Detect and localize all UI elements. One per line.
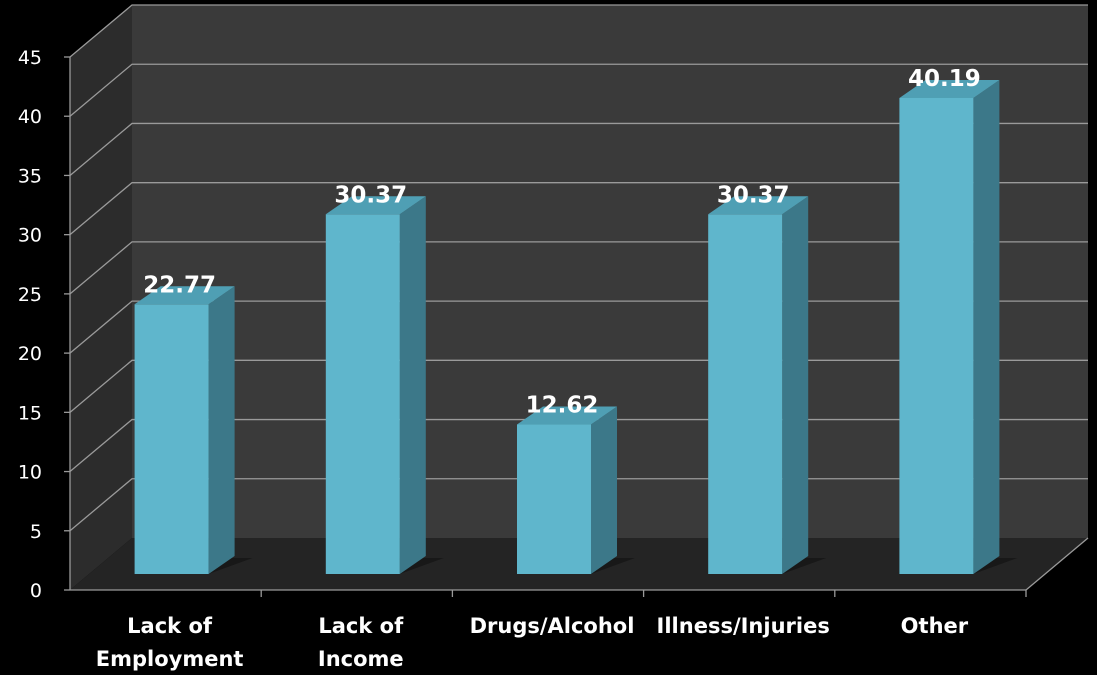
gridline bbox=[69, 63, 1088, 117]
bar-front bbox=[134, 304, 209, 574]
bar-top bbox=[899, 79, 1000, 98]
bar bbox=[517, 406, 635, 574]
x-tick-label: Other bbox=[901, 614, 969, 638]
bar-side bbox=[399, 196, 426, 574]
data-label: 30.37 bbox=[334, 182, 407, 208]
y-tick-label: 5 bbox=[30, 521, 42, 543]
data-label: 40.19 bbox=[908, 66, 981, 92]
data-label: 22.77 bbox=[143, 272, 216, 298]
bar-side bbox=[208, 286, 235, 574]
x-tick-label: Lack of bbox=[127, 614, 213, 638]
x-tick-label: Illness/Injuries bbox=[657, 614, 830, 638]
data-label: 12.62 bbox=[526, 393, 599, 419]
bar-side bbox=[591, 406, 617, 574]
axes bbox=[64, 56, 1089, 597]
bar-side bbox=[973, 79, 1000, 575]
y-tick-label: 20 bbox=[18, 343, 42, 365]
y-tick-label: 40 bbox=[18, 106, 42, 128]
floor-edge bbox=[1025, 537, 1089, 591]
labels: 0 5 10 15 20 25 30 35 40 45 22.77 Lack of Employment… bbox=[18, 47, 981, 671]
bar-top bbox=[517, 406, 617, 425]
bar-front bbox=[899, 97, 974, 575]
bar-side bbox=[782, 196, 809, 574]
bar bbox=[899, 79, 1018, 575]
bars bbox=[134, 79, 1018, 575]
gridline bbox=[69, 182, 1088, 236]
x-tick-label: Employment bbox=[96, 647, 244, 671]
bar-top bbox=[325, 196, 426, 215]
y-tick-label: 10 bbox=[18, 462, 42, 484]
x-tick-label: Income bbox=[318, 647, 404, 671]
bar-front bbox=[517, 424, 591, 574]
bar bbox=[134, 286, 253, 574]
bar bbox=[325, 196, 444, 574]
bar bbox=[708, 196, 827, 574]
y-tick-label: 35 bbox=[18, 165, 42, 187]
gridline bbox=[69, 122, 1088, 176]
y-tick-label: 15 bbox=[18, 402, 42, 424]
y-tick-label: 25 bbox=[18, 284, 42, 306]
gridline bbox=[69, 4, 1088, 58]
side-wall bbox=[70, 5, 132, 590]
bar-top bbox=[708, 196, 809, 215]
bar-top bbox=[134, 286, 235, 305]
y-tick-label: 30 bbox=[18, 225, 42, 247]
bar-front bbox=[325, 214, 400, 574]
x-tick-label: Lack of bbox=[318, 614, 404, 638]
y-tick-label: 45 bbox=[18, 47, 42, 69]
x-tick-label: Drugs/Alcohol bbox=[470, 614, 635, 638]
bar-front bbox=[708, 214, 783, 574]
y-tick-label: 0 bbox=[30, 580, 42, 602]
data-label: 30.37 bbox=[717, 182, 790, 208]
